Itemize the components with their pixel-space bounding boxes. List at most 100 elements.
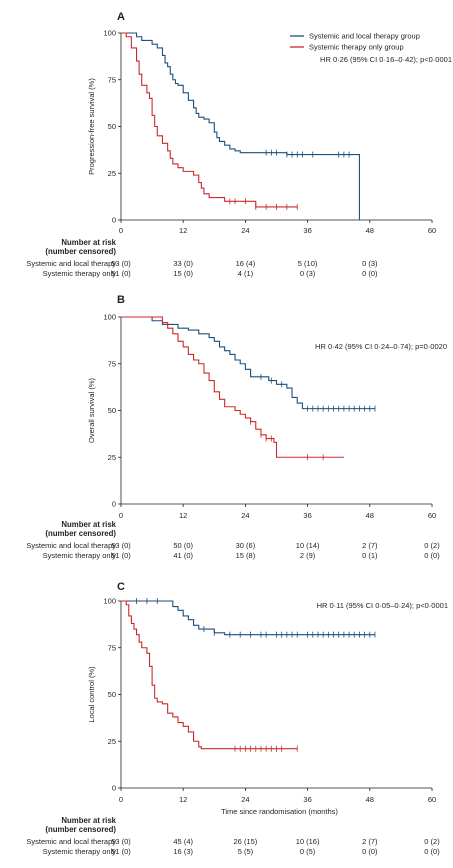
x-tick-label: 60	[428, 795, 436, 804]
x-tick-label: 24	[241, 795, 249, 804]
panel-letter: C	[117, 581, 125, 593]
x-tick-label: 48	[366, 226, 374, 235]
hazard-ratio-annotation: HR 0·42 (95% CI 0·24–0·74); p=0·0020	[315, 342, 447, 351]
series-systemic-and-local	[121, 598, 376, 638]
panel-c: C 0 25 50 75 100 0 12 24 36 48 60 Local control (%) T…	[26, 581, 448, 856]
y-tick-label: 100	[103, 597, 116, 606]
legend: Systemic and local therapy group Systemic…	[290, 32, 420, 52]
risk-value: 2 (9)	[300, 551, 316, 560]
risk-value: 2 (7)	[362, 837, 378, 846]
x-tick-label: 0	[119, 226, 123, 235]
survival-curve	[121, 600, 298, 750]
risk-value: 0 (2)	[424, 837, 440, 846]
y-tick-label: 0	[112, 500, 116, 509]
x-axis-label: Time since randomisation (months)	[221, 807, 338, 816]
x-tick-label: 12	[179, 511, 187, 520]
y-tick-label: 0	[112, 216, 116, 225]
survival-curve	[121, 32, 360, 220]
risk-value: 0 (2)	[424, 541, 440, 550]
panel-a: A 0 25 50 75 100 0 12 24 36 48 60 Progression-free s…	[26, 11, 452, 278]
x-tick-label: 24	[241, 226, 249, 235]
risk-value: 2 (7)	[362, 541, 378, 550]
series-systemic-only	[121, 600, 298, 752]
risk-table-title: (number censored)	[45, 247, 116, 256]
risk-value: 26 (15)	[234, 837, 258, 846]
y-tick-label: 100	[103, 313, 116, 322]
risk-value: 16 (3)	[173, 847, 193, 856]
risk-value: 50 (0)	[173, 541, 193, 550]
risk-table-title: Number at risk	[61, 238, 116, 247]
risk-value: 30 (6)	[236, 541, 256, 550]
y-tick-label: 75	[108, 359, 116, 368]
series-systemic-only	[121, 32, 298, 210]
x-tick-label: 0	[119, 511, 123, 520]
risk-value: 53 (0)	[111, 541, 131, 550]
survival-curve	[121, 316, 344, 458]
y-tick-label: 75	[108, 643, 116, 652]
risk-value: 0 (0)	[362, 847, 378, 856]
panel-letter: B	[117, 294, 125, 306]
risk-table: Number at risk(number censored) Systemic …	[26, 816, 440, 856]
x-tick-label: 36	[303, 795, 311, 804]
risk-table-title: Number at risk	[61, 520, 116, 529]
risk-value: 15 (0)	[173, 269, 193, 278]
y-axis-label: Local control (%)	[87, 666, 96, 723]
panel-letter: A	[117, 11, 125, 23]
risk-value: 0 (1)	[362, 551, 378, 560]
series-systemic-only	[121, 316, 344, 461]
y-axis-label: Progression-free survival (%)	[87, 78, 96, 175]
x-tick-label: 12	[179, 795, 187, 804]
survival-curve	[121, 32, 298, 208]
risk-value: 15 (8)	[236, 551, 256, 560]
x-tick-label: 60	[428, 511, 436, 520]
x-tick-label: 12	[179, 226, 187, 235]
risk-table-title: (number censored)	[45, 825, 116, 834]
risk-value: 4 (1)	[238, 269, 254, 278]
risk-value: 53 (0)	[111, 837, 131, 846]
risk-row-label: Systemic and local therapy	[26, 541, 116, 550]
risk-value: 51 (0)	[111, 847, 131, 856]
y-tick-label: 25	[108, 169, 116, 178]
y-tick-label: 25	[108, 737, 116, 746]
series-systemic-and-local	[121, 316, 376, 412]
y-tick-label: 100	[103, 29, 116, 38]
risk-value: 0 (0)	[424, 551, 440, 560]
risk-value: 51 (0)	[111, 269, 131, 278]
y-tick-label: 75	[108, 75, 116, 84]
risk-value: 45 (4)	[173, 837, 193, 846]
series-systemic-and-local	[121, 32, 360, 220]
risk-value: 10 (14)	[296, 541, 320, 550]
risk-value: 5 (10)	[298, 259, 318, 268]
risk-value: 33 (0)	[173, 259, 193, 268]
y-tick-label: 0	[112, 784, 116, 793]
risk-value: 0 (3)	[300, 269, 316, 278]
x-tick-label: 0	[119, 795, 123, 804]
risk-value: 0 (0)	[424, 847, 440, 856]
risk-value: 0 (3)	[362, 259, 378, 268]
survival-curve	[121, 316, 375, 410]
risk-value: 41 (0)	[173, 551, 193, 560]
risk-value: 16 (4)	[236, 259, 256, 268]
y-tick-label: 50	[108, 690, 116, 699]
risk-row-label: Systemic therapy only	[43, 847, 117, 856]
x-tick-label: 24	[241, 511, 249, 520]
risk-row-label: Systemic therapy only	[43, 269, 117, 278]
y-tick-label: 25	[108, 453, 116, 462]
risk-row-label: Systemic therapy only	[43, 551, 117, 560]
legend-entry: Systemic therapy only group	[309, 43, 404, 52]
y-axis-label: Overall survival (%)	[87, 377, 96, 443]
hazard-ratio-annotation: HR 0·11 (95% CI 0·05–0·24); p<0·0001	[317, 601, 448, 610]
risk-row-label: Systemic and local therapy	[26, 259, 116, 268]
risk-value: 10 (16)	[296, 837, 320, 846]
x-tick-label: 48	[366, 795, 374, 804]
risk-value: 51 (0)	[111, 551, 131, 560]
risk-table: Number at risk(number censored) Systemic …	[26, 520, 440, 560]
risk-table-title: (number censored)	[45, 529, 116, 538]
x-tick-label: 48	[366, 511, 374, 520]
y-tick-label: 50	[108, 406, 116, 415]
risk-value: 5 (5)	[238, 847, 254, 856]
risk-value: 0 (5)	[300, 847, 316, 856]
risk-value: 53 (0)	[111, 259, 131, 268]
risk-table: Number at risk(number censored) Systemic …	[26, 238, 378, 278]
